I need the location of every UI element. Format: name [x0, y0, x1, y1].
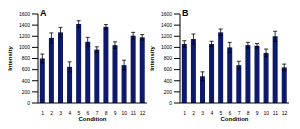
svg-text:11: 11 [273, 110, 278, 116]
svg-text:6: 6 [229, 110, 232, 116]
svg-text:200: 200 [164, 89, 173, 95]
svg-text:1000: 1000 [161, 44, 172, 50]
svg-text:2: 2 [50, 110, 53, 116]
svg-text:1: 1 [183, 110, 186, 116]
svg-text:1200: 1200 [19, 33, 30, 39]
svg-text:4: 4 [68, 110, 71, 116]
svg-text:9: 9 [256, 110, 259, 116]
svg-text:Intensity: Intensity [8, 46, 13, 71]
svg-text:0: 0 [27, 100, 30, 106]
svg-text:11: 11 [131, 110, 136, 116]
svg-text:800: 800 [22, 55, 31, 61]
svg-text:9: 9 [114, 110, 117, 116]
svg-text:8: 8 [247, 110, 250, 116]
svg-text:7: 7 [238, 110, 241, 116]
svg-text:5: 5 [219, 110, 222, 116]
svg-text:10: 10 [122, 110, 128, 116]
svg-text:8: 8 [105, 110, 108, 116]
svg-text:3: 3 [201, 110, 204, 116]
svg-text:Intensity: Intensity [150, 46, 155, 71]
svg-text:200: 200 [22, 89, 31, 95]
svg-text:12: 12 [140, 110, 146, 116]
html-text:B: B [182, 8, 189, 18]
svg-text:2: 2 [192, 110, 195, 116]
svg-text:600: 600 [22, 66, 31, 72]
svg-text:1600: 1600 [19, 11, 30, 17]
svg-text:7: 7 [96, 110, 99, 116]
svg-text:400: 400 [164, 78, 173, 84]
svg-text:1: 1 [41, 110, 44, 116]
svg-text:4: 4 [210, 110, 213, 116]
svg-text:Condition: Condition [221, 116, 249, 121]
svg-text:10: 10 [264, 110, 270, 116]
svg-text:12: 12 [282, 110, 288, 116]
svg-text:1600: 1600 [161, 11, 172, 17]
svg-text:600: 600 [164, 66, 173, 72]
svg-text:1400: 1400 [161, 22, 172, 28]
svg-text:3: 3 [59, 110, 62, 116]
svg-text:0: 0 [169, 100, 172, 106]
svg-text:1400: 1400 [19, 22, 30, 28]
svg-text:800: 800 [164, 55, 173, 61]
svg-text:400: 400 [22, 78, 31, 84]
svg-text:Condition: Condition [79, 116, 107, 121]
svg-text:1200: 1200 [161, 33, 172, 39]
html-text:A: A [40, 8, 47, 18]
svg-text:6: 6 [87, 110, 90, 116]
svg-text:5: 5 [77, 110, 80, 116]
svg-text:1000: 1000 [19, 44, 30, 50]
